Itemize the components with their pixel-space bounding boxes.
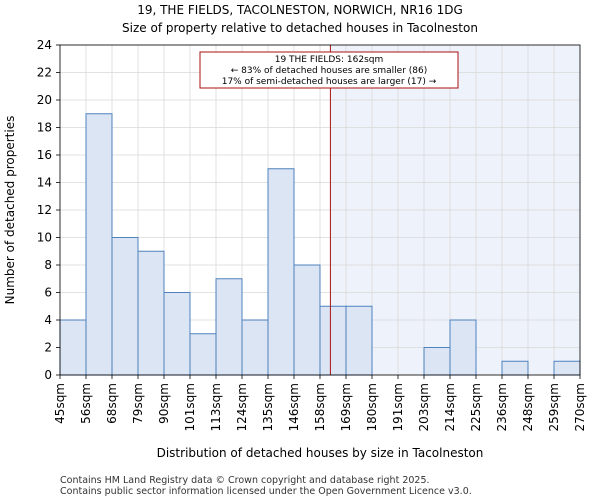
bar-79sqm (137, 250, 165, 376)
footer-line-1: Contains HM Land Registry data © Crown c… (60, 475, 430, 486)
bar-90sqm (163, 292, 191, 376)
y-tick-label: 0 (44, 368, 52, 382)
x-tick-label: 225sqm (469, 383, 483, 431)
x-axis-label: Distribution of detached houses by size … (157, 446, 484, 460)
bar-203sqm (423, 347, 451, 376)
y-axis-label: Number of detached properties (3, 116, 17, 305)
y-tick-label: 4 (44, 313, 52, 327)
x-tick-label: 270sqm (573, 383, 587, 431)
annotation-box: 19 THE FIELDS: 162sqm ← 83% of detached … (199, 51, 459, 89)
x-tick-label: 236sqm (495, 383, 509, 431)
chart-title: 19, THE FIELDS, TACOLNESTON, NORWICH, NR… (137, 3, 463, 17)
x-tick-label: 248sqm (521, 383, 535, 431)
y-tick-label: 2 (44, 341, 52, 355)
annotation-frame (199, 51, 459, 89)
bar-259sqm (553, 360, 581, 376)
y-tick-label: 10 (37, 231, 52, 245)
bar-214sqm (449, 319, 477, 376)
x-tick-label: 68sqm (105, 383, 119, 424)
annotation-line-2: ← 83% of detached houses are smaller (86… (231, 66, 428, 76)
y-tick-label: 24 (37, 38, 52, 52)
y-tick-label: 16 (37, 148, 52, 162)
x-tick-label: 180sqm (365, 383, 379, 431)
bar-236sqm (501, 360, 529, 376)
y-tick-label: 6 (44, 286, 52, 300)
x-tick-label: 146sqm (287, 383, 301, 431)
y-tick-label: 22 (37, 66, 52, 80)
y-tick-label: 8 (44, 258, 52, 272)
x-tick-label: 191sqm (391, 383, 405, 431)
x-tick-label: 124sqm (235, 383, 249, 431)
bars-layer (59, 113, 581, 376)
chart-subtitle: Size of property relative to detached ho… (122, 21, 478, 35)
x-tick-label: 135sqm (261, 383, 275, 431)
bar-45sqm (59, 319, 87, 376)
bar-169sqm (345, 305, 373, 376)
x-tick-label: 113sqm (209, 383, 223, 431)
x-tick-label: 56sqm (79, 383, 93, 424)
x-tick-label: 203sqm (417, 383, 431, 431)
annotation-line-1: 19 THE FIELDS: 162sqm (275, 55, 384, 65)
x-tick-label: 101sqm (183, 383, 197, 431)
bar-101sqm (189, 333, 217, 376)
x-tick-label: 169sqm (339, 383, 353, 431)
x-tick-label: 259sqm (547, 383, 561, 431)
bar-158sqm (319, 305, 347, 376)
footer-line-2: Contains public sector information licen… (60, 486, 472, 497)
bar-135sqm (267, 168, 295, 376)
bar-68sqm (111, 237, 139, 376)
bar-124sqm (241, 319, 269, 376)
x-tick-label: 79sqm (131, 383, 145, 424)
bar-56sqm (85, 113, 113, 376)
x-tick-label: 214sqm (443, 383, 457, 431)
y-tick-label: 12 (37, 203, 52, 217)
x-tick-label: 45sqm (53, 383, 67, 424)
x-axis-ticks: 45sqm 56sqm 68sqm 79sqm 90sqm 101sqm 113sqm 124… (53, 375, 587, 431)
annotation-line-3: 17% of semi-detached houses are larger (… (222, 77, 437, 87)
bar-146sqm (293, 264, 321, 376)
y-tick-label: 20 (37, 93, 52, 107)
y-tick-label: 14 (37, 176, 52, 190)
bar-113sqm (215, 278, 243, 376)
x-tick-label: 90sqm (157, 383, 171, 424)
y-tick-label: 18 (37, 121, 52, 135)
x-tick-label: 158sqm (313, 383, 327, 431)
